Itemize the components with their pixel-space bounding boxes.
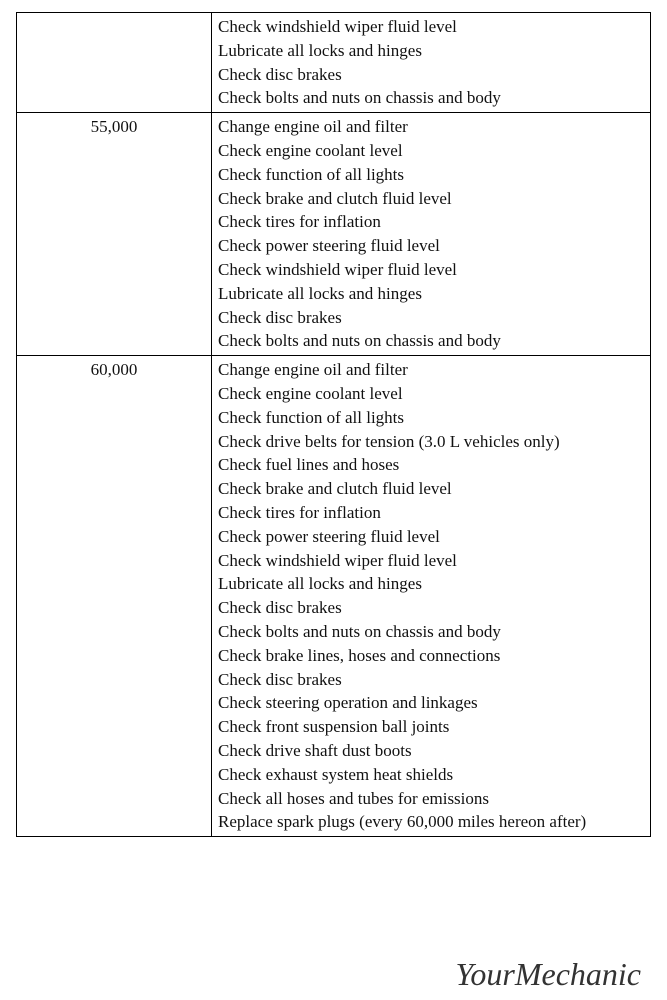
mileage-value: 60,000 [91, 360, 138, 379]
table-row: Check windshield wiper fluid levelLubric… [17, 13, 651, 113]
task-line: Check power steering fluid level [218, 525, 644, 549]
task-line: Check tires for inflation [218, 501, 644, 525]
task-line: Check disc brakes [218, 596, 644, 620]
task-line: Check drive belts for tension (3.0 L veh… [218, 430, 644, 454]
mileage-value: 55,000 [91, 117, 138, 136]
task-line: Check function of all lights [218, 163, 644, 187]
mileage-cell: 60,000 [17, 356, 212, 837]
tasks-cell: Change engine oil and filterCheck engine… [212, 113, 651, 356]
task-line: Check brake and clutch fluid level [218, 187, 644, 211]
task-line: Check disc brakes [218, 668, 644, 692]
task-line: Check disc brakes [218, 306, 644, 330]
task-line: Check function of all lights [218, 406, 644, 430]
watermark-text: YourMechanic [456, 956, 641, 993]
task-line: Check drive shaft dust boots [218, 739, 644, 763]
task-line: Check windshield wiper fluid level [218, 549, 644, 573]
maintenance-schedule-table: Check windshield wiper fluid levelLubric… [16, 12, 651, 837]
task-line: Check bolts and nuts on chassis and body [218, 329, 644, 353]
task-line: Check exhaust system heat shields [218, 763, 644, 787]
task-line: Check engine coolant level [218, 382, 644, 406]
task-line: Check front suspension ball joints [218, 715, 644, 739]
mileage-cell [17, 13, 212, 113]
task-line: Change engine oil and filter [218, 115, 644, 139]
task-line: Check brake lines, hoses and connections [218, 644, 644, 668]
task-line: Lubricate all locks and hinges [218, 572, 644, 596]
task-line: Check engine coolant level [218, 139, 644, 163]
task-line: Check windshield wiper fluid level [218, 15, 644, 39]
table-row: 60,000Change engine oil and filterCheck … [17, 356, 651, 837]
task-line: Check steering operation and linkages [218, 691, 644, 715]
task-line: Check disc brakes [218, 63, 644, 87]
table-body: Check windshield wiper fluid levelLubric… [17, 13, 651, 837]
task-line: Check bolts and nuts on chassis and body [218, 620, 644, 644]
task-line: Check fuel lines and hoses [218, 453, 644, 477]
tasks-cell: Change engine oil and filterCheck engine… [212, 356, 651, 837]
table-row: 55,000Change engine oil and filterCheck … [17, 113, 651, 356]
task-line: Lubricate all locks and hinges [218, 39, 644, 63]
task-line: Check windshield wiper fluid level [218, 258, 644, 282]
task-line: Check power steering fluid level [218, 234, 644, 258]
mileage-cell: 55,000 [17, 113, 212, 356]
task-line: Check bolts and nuts on chassis and body [218, 86, 644, 110]
task-line: Check brake and clutch fluid level [218, 477, 644, 501]
task-line: Check tires for inflation [218, 210, 644, 234]
task-line: Lubricate all locks and hinges [218, 282, 644, 306]
task-line: Replace spark plugs (every 60,000 miles … [218, 810, 644, 834]
tasks-cell: Check windshield wiper fluid levelLubric… [212, 13, 651, 113]
task-line: Change engine oil and filter [218, 358, 644, 382]
task-line: Check all hoses and tubes for emissions [218, 787, 644, 811]
